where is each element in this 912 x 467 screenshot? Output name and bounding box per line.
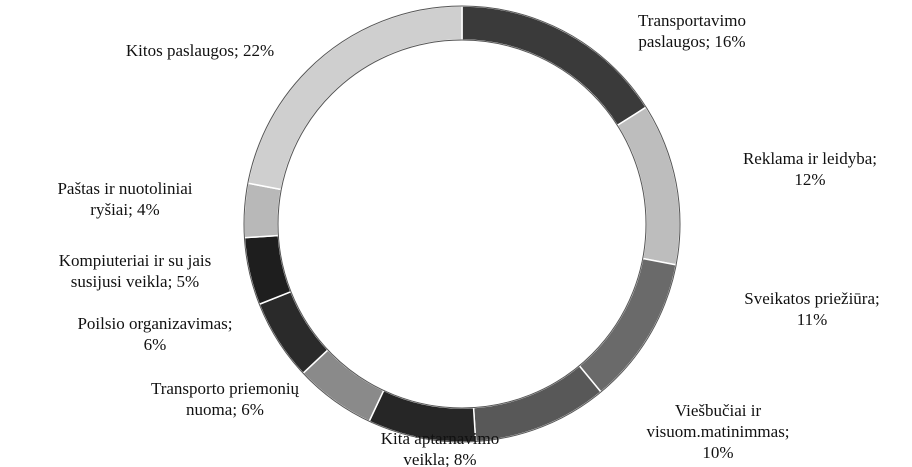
data-label: Paštas ir nuotoliniai: [57, 179, 192, 198]
data-label: Kompiuteriai ir su jais: [59, 251, 212, 270]
donut-outline: [243, 5, 681, 443]
data-label: Transportavimo: [638, 11, 746, 30]
data-label: Reklama ir leidyba;: [743, 149, 877, 168]
data-label: Kita aptarnavimo: [381, 429, 500, 448]
data-label: 6%: [144, 335, 167, 354]
donut-segment: [243, 182, 283, 239]
data-label: Transporto priemonių: [151, 379, 300, 398]
data-label: Kitos paslaugos; 22%: [126, 41, 274, 60]
donut-segment: [578, 257, 678, 394]
data-label: Poilsio organizavimas;: [77, 314, 232, 333]
data-label: Viešbučiai ir: [675, 401, 762, 420]
data-label: nuoma; 6%: [186, 400, 264, 419]
data-label: 12%: [794, 170, 825, 189]
data-label: Sveikatos priežiūra;: [744, 289, 880, 308]
donut-segment: [246, 5, 463, 191]
donut-segment: [461, 5, 648, 127]
data-label: susijusi veikla; 5%: [71, 272, 199, 291]
donut-segment: [616, 106, 681, 266]
data-label: 10%: [702, 443, 733, 462]
data-label: veikla; 8%: [403, 450, 476, 467]
data-label: paslaugos; 16%: [638, 32, 745, 51]
data-label: visuom.matinimmas;: [646, 422, 789, 441]
data-label: 11%: [797, 310, 828, 329]
data-label: ryšiai; 4%: [90, 200, 159, 219]
donut-inner-outline: [277, 39, 647, 409]
